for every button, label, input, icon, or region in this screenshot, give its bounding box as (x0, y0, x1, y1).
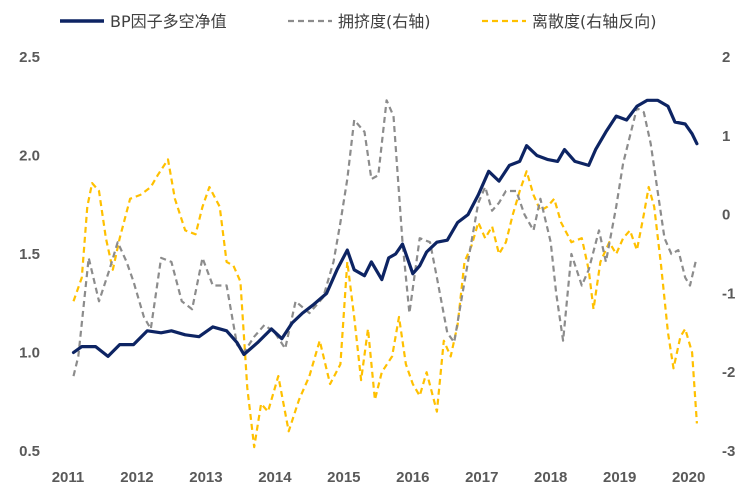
left-y-tick-label: 1.5 (19, 246, 40, 263)
right-y-axis: -3 -2 -1 0 1 2 (722, 49, 735, 460)
left-y-tick-label: 2.0 (19, 148, 40, 165)
x-tick-label: 2013 (189, 469, 222, 486)
right-y-tick-label: 0 (722, 207, 730, 224)
series-line-crowding (72, 99, 697, 377)
legend-label: 拥挤度(右轴) (338, 12, 431, 31)
series-line-bp-factor (71, 98, 699, 358)
series-line-dispersion (72, 158, 698, 449)
right-y-tick-label: -2 (722, 364, 735, 381)
left-y-axis: 0.5 1.0 1.5 2.0 2.5 (19, 49, 40, 460)
x-tick-label: 2014 (258, 469, 292, 486)
plot-area (71, 98, 699, 449)
right-y-tick-label: -3 (722, 443, 735, 460)
x-tick-label: 2012 (120, 469, 153, 486)
right-y-tick-label: 1 (722, 128, 730, 145)
x-axis: 2011 2012 2013 2014 2015 2016 2017 2018 2019 2020 (52, 469, 706, 486)
left-y-tick-label: 1.0 (19, 345, 40, 362)
legend-label: 离散度(右轴反向) (532, 12, 657, 31)
x-tick-label: 2011 (52, 469, 85, 486)
x-tick-label: 2020 (672, 469, 705, 486)
left-y-tick-label: 0.5 (19, 443, 40, 460)
x-tick-label: 2016 (396, 469, 429, 486)
legend-label: BP因子多空净值 (110, 12, 227, 31)
x-tick-label: 2015 (327, 469, 360, 486)
left-y-tick-label: 2.5 (19, 49, 40, 66)
legend: BP因子多空净值 拥挤度(右轴) 离散度(右轴反向) (60, 12, 657, 31)
right-y-tick-label: -1 (722, 285, 735, 302)
right-y-tick-label: 2 (722, 49, 730, 66)
x-tick-label: 2019 (603, 469, 636, 486)
x-tick-label: 2018 (534, 469, 567, 486)
x-tick-label: 2017 (465, 469, 498, 486)
